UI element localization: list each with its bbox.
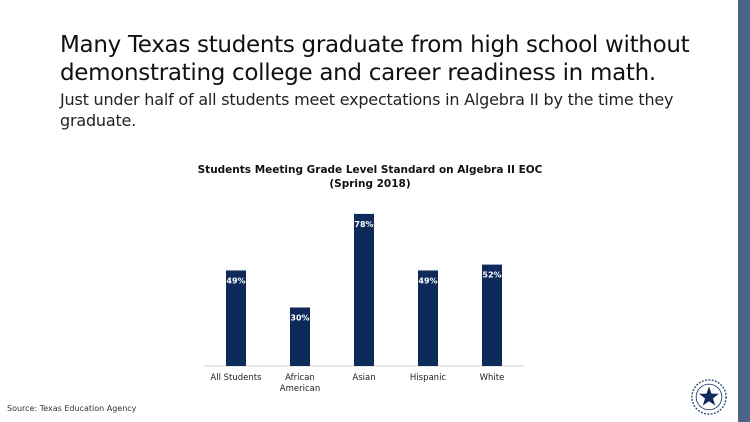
bar: [226, 270, 246, 366]
category-tick-label: Hispanic: [410, 373, 447, 383]
slide-subhead: Just under half of all students meet exp…: [60, 90, 674, 130]
chart-subtitle: (Spring 2018): [329, 178, 411, 190]
slide-headline: Many Texas students graduate from high s…: [60, 32, 690, 86]
bar: [418, 270, 438, 366]
category-tick-label: All Students: [210, 373, 262, 383]
data-label: 52%: [482, 271, 501, 280]
bar: [354, 213, 374, 366]
chart-title-block: Students Meeting Grade Level Standard on…: [150, 163, 590, 191]
category-tick-label: White: [480, 373, 505, 383]
category-tick-label: American: [280, 384, 320, 394]
data-label: 49%: [418, 276, 437, 285]
right-accent-strip: [738, 0, 750, 422]
bar: [290, 307, 310, 366]
data-label: 30%: [290, 314, 309, 323]
texas-star-seal-icon: [691, 379, 727, 415]
bar: [482, 264, 502, 366]
data-label: 78%: [354, 220, 373, 229]
chart-title: Students Meeting Grade Level Standard on…: [197, 164, 543, 176]
category-tick-label: Asian: [352, 373, 375, 383]
data-label: 49%: [226, 276, 245, 285]
source-note: Source: Texas Education Agency: [7, 404, 137, 413]
category-tick-label: African: [285, 373, 315, 383]
